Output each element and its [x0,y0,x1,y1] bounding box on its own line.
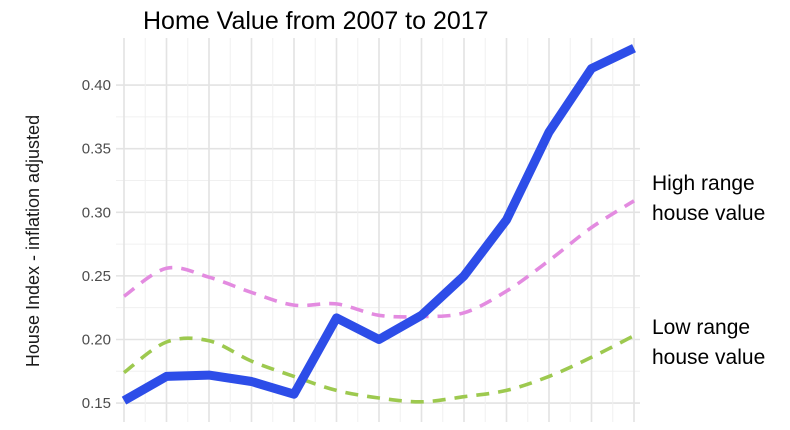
y-tick-label: 0.35 [82,141,111,158]
chart-title: Home Value from 2007 to 2017 [143,7,489,35]
chart-grid [116,38,640,422]
y-tick-label: 0.25 [82,268,111,285]
y-axis-label: House Index - inflation adjusted [23,115,43,367]
annotation-high-range: house value [652,202,765,225]
y-tick-label: 0.40 [82,77,111,94]
series-line-low-range [122,334,635,404]
y-tick-label: 0.30 [82,204,111,221]
annotation-low-range: Low range [652,316,750,339]
y-tick-label: 0.15 [82,395,111,412]
series-line-high-range [122,199,635,319]
series-line-index [121,44,636,405]
y-tick-labels: 0.15 0.20 0.25 0.30 0.35 0.40 [82,77,111,412]
y-tick-label: 0.20 [82,331,111,348]
annotation-high-range: High range [652,172,755,195]
chart-annotations: High range house value Low range house valu… [652,172,765,369]
annotation-low-range: house value [652,346,765,369]
chart-series [121,44,636,405]
